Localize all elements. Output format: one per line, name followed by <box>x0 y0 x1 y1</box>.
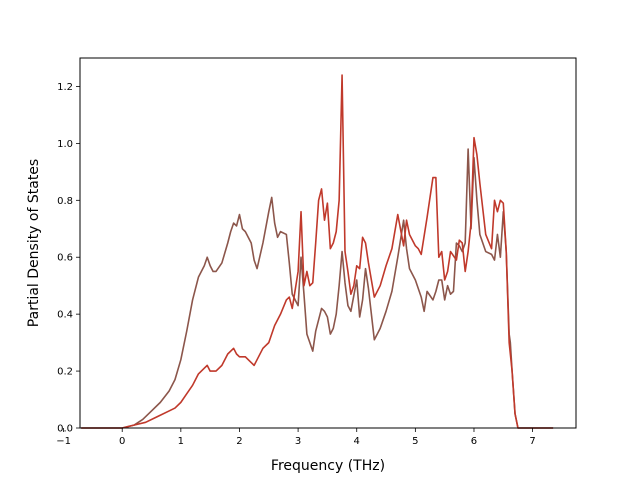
x-tick-label: 6 <box>471 436 477 447</box>
y-axis-ticks: 0.0 0.2 0.4 0.6 0.8 1.0 1.2 <box>57 82 80 435</box>
y-tick-label: 0.2 <box>57 367 73 378</box>
series-layer <box>81 74 554 429</box>
y-tick-label: 0.6 <box>57 253 73 264</box>
x-tick-label: 2 <box>236 436 242 447</box>
x-axis-label: Frequency (THz) <box>271 458 385 474</box>
x-tick-label: 5 <box>412 436 418 447</box>
x-tick-label: 4 <box>354 436 360 447</box>
y-tick-label: 0.4 <box>57 310 73 321</box>
plot-frame <box>79 57 577 429</box>
x-tick-label: 7 <box>529 436 535 447</box>
series-line-2 <box>81 74 554 429</box>
y-axis-label: Partial Density of States <box>26 159 42 327</box>
x-tick-label: 3 <box>295 436 301 447</box>
y-tick-label: 1.2 <box>57 82 73 93</box>
y-tick-label: 1.0 <box>57 139 73 150</box>
x-tick-label: −1 <box>56 436 71 447</box>
x-axis-ticks: −1 0 1 2 3 4 5 6 7 <box>56 428 536 447</box>
x-tick-label: 1 <box>178 436 184 447</box>
y-tick-label: 0.8 <box>57 196 73 207</box>
plot-background <box>80 58 576 428</box>
x-tick-label: 0 <box>119 436 125 447</box>
y-tick-label: 0.0 <box>57 424 73 435</box>
